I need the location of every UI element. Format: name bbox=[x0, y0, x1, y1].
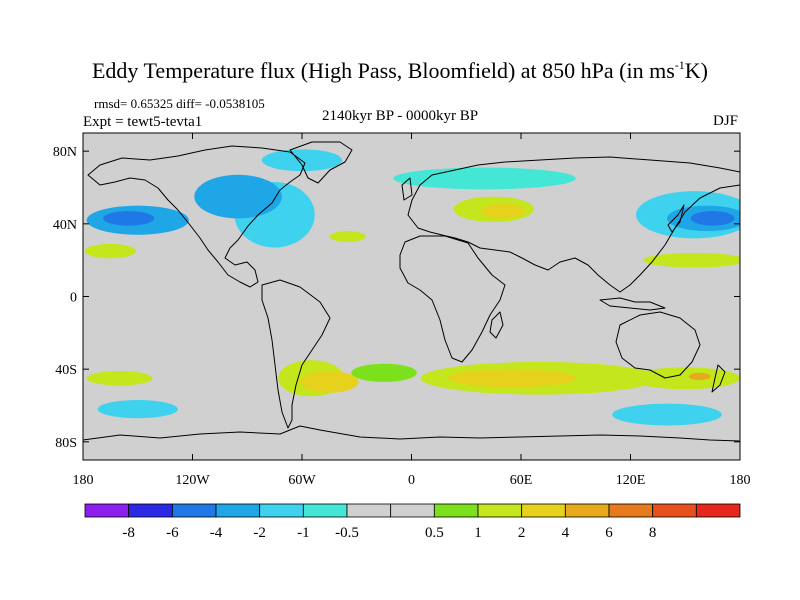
coastline-south-america bbox=[261, 279, 331, 429]
colorbar-label-1: -6 bbox=[166, 525, 179, 541]
field-region-3 bbox=[84, 243, 136, 259]
lat-label-3: 40S bbox=[55, 363, 77, 378]
coastline-indonesia bbox=[599, 297, 666, 311]
colorbar-swatch-1 bbox=[128, 503, 173, 518]
colorbar-swatch-6 bbox=[346, 503, 392, 518]
field-region-22 bbox=[97, 400, 178, 419]
lon-label-2: 60W bbox=[288, 473, 316, 488]
coastlines bbox=[83, 141, 740, 442]
field-region-19 bbox=[630, 367, 740, 390]
lon-label-4: 60E bbox=[510, 473, 533, 488]
colorbar-label-11: 8 bbox=[649, 525, 657, 541]
colorbar-label-3: -2 bbox=[253, 525, 266, 541]
colorbar-label-9: 4 bbox=[562, 525, 570, 541]
colorbar-swatch-14 bbox=[695, 503, 741, 518]
field-region-10 bbox=[480, 203, 525, 219]
map-axes: 80N 40N 0 40S 80S 180 120W 60W 0 60E 120E 180 bbox=[53, 133, 751, 488]
colorbar-swatch-12 bbox=[608, 503, 654, 518]
colorbar-swatch-4 bbox=[259, 503, 304, 518]
colorbar-swatch-11 bbox=[564, 503, 610, 518]
colorbar-swatch-3 bbox=[215, 503, 261, 518]
colorbar-swatch-9 bbox=[477, 503, 523, 518]
field-region-21 bbox=[86, 370, 153, 386]
field-region-13 bbox=[690, 211, 735, 226]
field-region-20 bbox=[688, 372, 711, 381]
colorbar-swatch-8 bbox=[433, 503, 479, 518]
coastline-eurasia bbox=[407, 156, 740, 293]
field-region-0 bbox=[351, 363, 417, 382]
field-region-8 bbox=[393, 167, 576, 190]
colorbar-label-6: 0.5 bbox=[425, 525, 444, 541]
stats-text: rmsd= 0.65325 diff= -0.0538105 bbox=[94, 96, 265, 111]
colorbar-swatch-13 bbox=[652, 503, 697, 518]
colorbar-label-5: -0.5 bbox=[335, 525, 359, 541]
lat-label-0: 80N bbox=[53, 145, 77, 160]
field-region-16 bbox=[300, 370, 359, 393]
lat-label-4: 80S bbox=[55, 436, 77, 451]
coastline-africa bbox=[399, 235, 506, 363]
period-label: 2140kyr BP - 0000kyr BP bbox=[321, 108, 479, 124]
lon-label-0: 180 bbox=[73, 473, 94, 488]
lat-label-2: 0 bbox=[70, 291, 77, 306]
lon-label-1: 120W bbox=[175, 473, 210, 488]
coastline-antarctica bbox=[83, 425, 740, 442]
map-title: Eddy Temperature flux (High Pass, Bloomf… bbox=[91, 58, 708, 83]
coastline-australia bbox=[615, 311, 701, 379]
anomaly-field bbox=[84, 149, 740, 426]
experiment-label: Expt = tewt5-tevta1 bbox=[83, 114, 203, 130]
lon-label-3: 0 bbox=[408, 473, 415, 488]
colorbar-label-7: 1 bbox=[474, 525, 482, 541]
colorbar-swatch-5 bbox=[302, 503, 348, 518]
field-region-18 bbox=[448, 369, 576, 388]
coastline-madagascar bbox=[489, 311, 504, 339]
colorbar: -8 -6 -4 -2 -1 -0.5 0.5 1 2 4 6 8 bbox=[84, 503, 741, 541]
lon-label-6: 180 bbox=[730, 473, 751, 488]
colorbar-swatch-7 bbox=[390, 503, 435, 518]
season-label: DJF bbox=[712, 113, 738, 129]
colorbar-label-8: 2 bbox=[518, 525, 526, 541]
field-region-7 bbox=[329, 231, 366, 242]
colorbar-swatch-2 bbox=[171, 503, 217, 518]
colorbar-swatch-10 bbox=[521, 503, 566, 518]
field-region-5 bbox=[194, 174, 282, 219]
lon-label-5: 120E bbox=[616, 473, 646, 488]
coastline-british-isles bbox=[401, 177, 413, 201]
colorbar-label-10: 6 bbox=[605, 525, 613, 541]
colorbar-label-4: -1 bbox=[297, 525, 310, 541]
colorbar-label-0: -8 bbox=[122, 525, 135, 541]
lat-label-1: 40N bbox=[53, 218, 77, 233]
field-region-23 bbox=[612, 403, 722, 426]
field-region-2 bbox=[103, 211, 155, 226]
coastline-new-zealand bbox=[711, 364, 726, 393]
field-region-14 bbox=[643, 252, 740, 268]
coastline-greenland bbox=[289, 141, 353, 184]
coastline-north-america bbox=[87, 145, 306, 288]
colorbar-swatch-0 bbox=[84, 503, 130, 518]
coastline-japan bbox=[667, 204, 685, 233]
colorbar-label-2: -4 bbox=[210, 525, 223, 541]
